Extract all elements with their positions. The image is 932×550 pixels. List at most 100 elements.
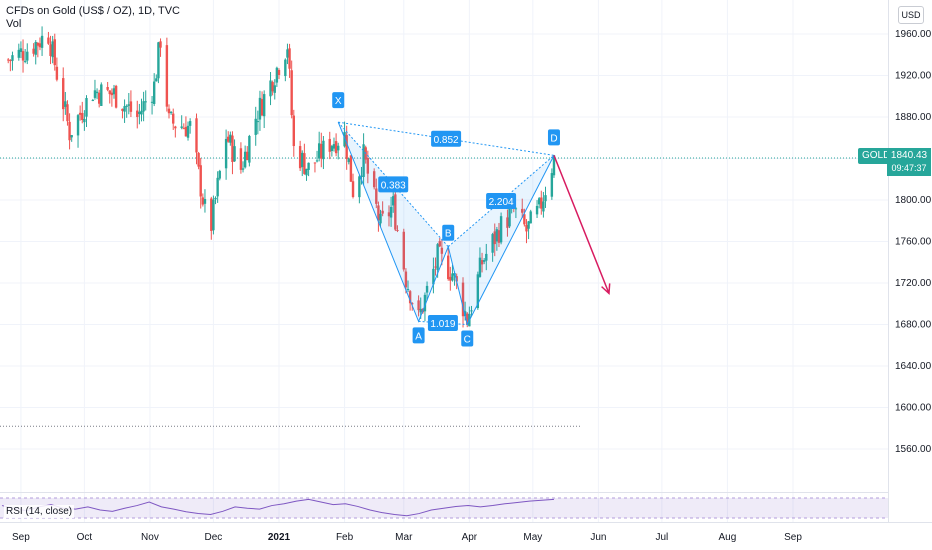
pattern-point-x — [332, 92, 345, 109]
y-tick-label: 1920.00 — [895, 70, 932, 81]
x-tick-label: Aug — [719, 532, 737, 543]
candle-body — [491, 234, 494, 253]
y-tick-label: 1640.00 — [895, 361, 932, 372]
pattern-ratio-label: 1.019 — [430, 319, 455, 330]
candle-body — [381, 210, 384, 214]
candle-body — [525, 224, 528, 232]
candle-body — [377, 205, 380, 221]
y-tick-label: 1880.00 — [895, 112, 932, 123]
candle-body — [432, 268, 435, 285]
candle-body — [317, 143, 321, 159]
x-tick-label: 2021 — [268, 532, 291, 543]
pattern-point-label: X — [335, 96, 342, 107]
candle-body — [83, 118, 86, 123]
candle-body — [290, 70, 293, 116]
last-price-label: 1840.43 09:47:37 — [887, 148, 931, 176]
candle-body — [159, 41, 162, 48]
y-tick-label: 1560.00 — [895, 444, 932, 455]
candle-body — [136, 110, 139, 118]
candle-body — [343, 132, 346, 147]
candle-body — [95, 91, 99, 94]
price-axis-bg — [888, 0, 932, 522]
candle-body — [40, 35, 44, 48]
candle-body — [239, 148, 243, 170]
candle-body — [334, 141, 338, 154]
candle-body — [372, 171, 376, 188]
candle-body — [19, 48, 23, 53]
candle-body — [51, 41, 54, 58]
candle-body — [142, 101, 145, 112]
candle-body — [112, 88, 116, 95]
pattern-point-label: D — [550, 133, 557, 144]
candle-body — [66, 104, 69, 122]
projection-arrowhead — [601, 283, 611, 295]
candle-body — [17, 49, 21, 58]
grid — [0, 0, 888, 522]
candle-body — [64, 101, 67, 107]
candle-body — [53, 39, 56, 66]
candle-body — [482, 260, 486, 262]
candle-body — [273, 85, 276, 93]
candle-body — [201, 197, 205, 205]
candle-body — [392, 196, 395, 206]
candle-body — [423, 294, 427, 312]
pattern-point-label: B — [445, 229, 452, 240]
pattern-point-label: C — [464, 335, 471, 346]
candle-body — [9, 60, 12, 62]
pattern-ratio-box — [378, 176, 409, 193]
candle-body — [195, 118, 198, 153]
candle-body — [320, 144, 323, 159]
candle-body — [138, 111, 141, 114]
candle-body — [97, 92, 101, 104]
currency-button[interactable]: USD — [898, 6, 924, 24]
candle-body — [186, 125, 190, 138]
candle-body — [447, 255, 450, 280]
x-tick-label: Feb — [336, 532, 354, 543]
candle-body — [26, 51, 29, 61]
rsi-pane — [0, 492, 932, 519]
candle-body — [254, 118, 257, 135]
candle-body — [347, 158, 350, 163]
pattern-fill-bcd — [448, 155, 554, 325]
candle-body — [157, 42, 160, 79]
candle-body — [463, 311, 467, 317]
candle-body — [275, 67, 279, 83]
candle-body — [81, 113, 84, 121]
candle-body — [288, 48, 291, 69]
candle-body — [271, 82, 274, 92]
time-axis[interactable]: Sep Oct Nov Dec 2021 Feb Mar Apr May Jun Jul Aug Sep — [0, 522, 932, 544]
candle-body — [394, 194, 397, 230]
pattern-legs — [337, 121, 555, 326]
candle-body — [476, 274, 480, 309]
candle-body — [351, 181, 355, 197]
x-tick-label: Mar — [395, 532, 413, 543]
candle-body — [233, 146, 236, 162]
candle-body — [216, 177, 219, 197]
harmonic-pattern[interactable]: X A B C D 0.852 0.383 2.204 1.019 — [332, 92, 560, 347]
candle-body — [256, 121, 260, 123]
candle-body — [506, 217, 509, 228]
candle-body — [292, 115, 295, 147]
pattern-ratio-label: 2.204 — [489, 197, 514, 208]
candle-body — [330, 146, 334, 152]
price-axis[interactable]: 1560.00 1600.00 1640.00 1680.00 1720.00 1760.… — [888, 0, 932, 522]
pattern-ratio-box — [427, 314, 458, 331]
candle-body — [62, 78, 65, 110]
candle-body — [328, 138, 331, 152]
rsi-legend[interactable]: RSI (14, close) — [4, 505, 75, 518]
candle-body — [508, 208, 511, 227]
candle-body — [212, 199, 215, 231]
pattern-ratio-label: 0.383 — [381, 180, 406, 191]
candle-body — [246, 151, 249, 161]
candle-body — [7, 59, 10, 61]
candle-body — [544, 195, 547, 202]
candle-body — [38, 43, 42, 48]
x-tick-label: Sep — [784, 532, 802, 543]
projection-arrow[interactable] — [553, 155, 611, 295]
symbol-price-tag: GOLD — [858, 148, 895, 164]
candle-body — [478, 257, 482, 277]
candle-body — [210, 198, 213, 231]
candle-body — [248, 135, 251, 163]
candle-body — [349, 155, 353, 182]
